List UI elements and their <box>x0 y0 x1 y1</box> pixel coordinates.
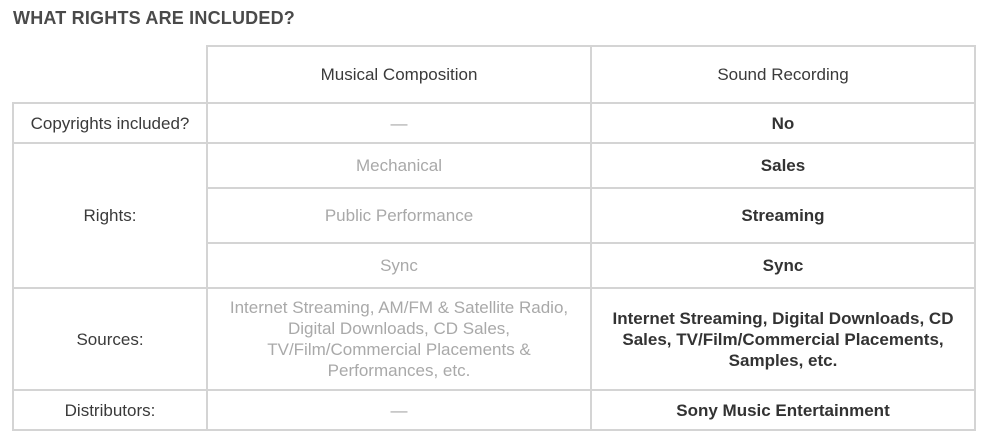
rights-recording-cell: Sync <box>590 242 976 289</box>
sources-recording-cell: Internet Streaming, Digital Downloads, C… <box>590 287 976 391</box>
table-row-rights-performance: Public Performance Streaming <box>13 187 976 244</box>
rights-composition-cell: Sync <box>206 242 592 289</box>
section-heading: WHAT RIGHTS ARE INCLUDED? <box>13 8 295 28</box>
rights-composition-cell: Public Performance <box>206 187 592 244</box>
table-row-distributors: Distributors: — Sony Music Entertainment <box>12 389 976 431</box>
row-label-sources: Sources: <box>12 287 208 391</box>
sources-composition-cell: Internet Streaming, AM/FM & Satellite Ra… <box>206 287 592 391</box>
row-label-rights: Rights: <box>12 142 208 289</box>
rights-composition-cell: Mechanical <box>206 142 592 189</box>
table-row-rights-sync: Sync Sync <box>13 242 976 289</box>
copyrights-recording-cell: No <box>590 102 976 144</box>
distributors-recording-cell: Sony Music Entertainment <box>590 389 976 431</box>
table-row-copyrights: Copyrights included? — No <box>12 102 976 144</box>
empty-corner-cell <box>13 46 208 104</box>
distributors-composition-cell: — <box>206 389 592 431</box>
row-label-distributors: Distributors: <box>12 389 208 431</box>
table-row-sources: Sources: Internet Streaming, AM/FM & Sat… <box>12 287 976 391</box>
rights-recording-cell: Sales <box>590 142 976 189</box>
column-header-composition: Musical Composition <box>206 45 592 104</box>
column-header-recording: Sound Recording <box>590 45 976 104</box>
rights-table: Musical Composition Sound Recording Copy… <box>12 45 976 431</box>
rights-recording-cell: Streaming <box>590 187 976 244</box>
row-label-copyrights: Copyrights included? <box>12 102 208 144</box>
table-row-rights-mechanical: Rights: Mechanical Sales <box>12 142 976 289</box>
table-header-row: Musical Composition Sound Recording <box>13 45 976 104</box>
copyrights-composition-cell: — <box>206 102 592 144</box>
